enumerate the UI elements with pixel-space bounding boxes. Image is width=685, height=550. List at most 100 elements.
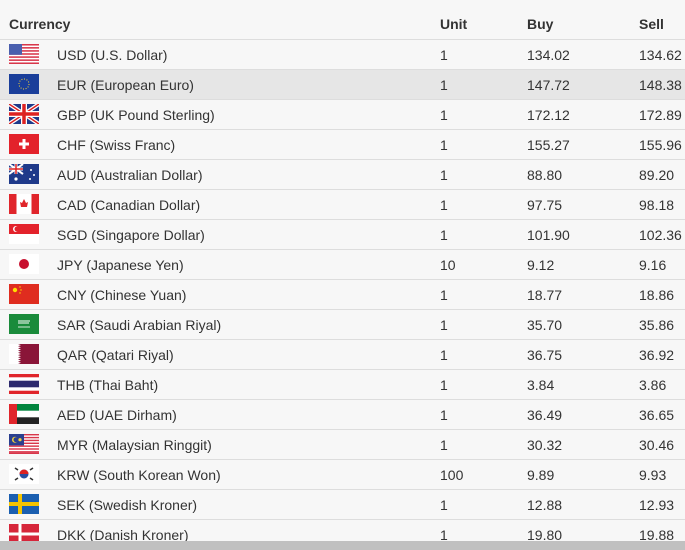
table-row[interactable]: CNY (Chinese Yuan) 1 18.77 18.86 <box>0 280 685 310</box>
currency-name: CNY (Chinese Yuan) <box>57 287 187 303</box>
table-row[interactable]: CAD (Canadian Dollar) 1 97.75 98.18 <box>0 190 685 220</box>
sg-flag-icon <box>9 224 39 244</box>
header-buy: Buy <box>527 16 554 32</box>
currency-name: CAD (Canadian Dollar) <box>57 197 201 213</box>
currency-name: SEK (Swedish Kroner) <box>57 497 198 513</box>
sell-rate: 9.16 <box>639 257 667 273</box>
currency-name: SAR (Saudi Arabian Riyal) <box>57 317 222 333</box>
ae-flag-icon <box>9 404 39 424</box>
buy-rate: 36.49 <box>527 407 563 423</box>
table-row[interactable]: SGD (Singapore Dollar) 1 101.90 102.36 <box>0 220 685 250</box>
table-row[interactable]: MYR (Malaysian Ringgit) 1 30.32 30.46 <box>0 430 685 460</box>
buy-rate: 36.75 <box>527 347 563 363</box>
unit-value: 1 <box>440 77 448 93</box>
sell-rate: 12.93 <box>639 497 675 513</box>
unit-value: 1 <box>440 377 448 393</box>
buy-rate: 155.27 <box>527 137 570 153</box>
buy-rate: 35.70 <box>527 317 563 333</box>
buy-rate: 172.12 <box>527 107 570 123</box>
sell-rate: 30.46 <box>639 437 675 453</box>
currency-name: EUR (European Euro) <box>57 77 194 93</box>
table-row[interactable]: SEK (Swedish Kroner) 1 12.88 12.93 <box>0 490 685 520</box>
unit-value: 1 <box>440 197 448 213</box>
unit-value: 1 <box>440 167 448 183</box>
ch-flag-icon <box>9 134 39 154</box>
buy-rate: 9.89 <box>527 467 555 483</box>
currency-name: AUD (Australian Dollar) <box>57 167 203 183</box>
table-row[interactable]: AUD (Australian Dollar) 1 88.80 89.20 <box>0 160 685 190</box>
sell-rate: 98.18 <box>639 197 675 213</box>
sell-rate: 155.96 <box>639 137 682 153</box>
unit-value: 1 <box>440 497 448 513</box>
kr-flag-icon <box>9 464 39 484</box>
unit-value: 1 <box>440 107 448 123</box>
buy-rate: 12.88 <box>527 497 563 513</box>
table-row[interactable]: GBP (UK Pound Sterling) 1 172.12 172.89 <box>0 100 685 130</box>
sell-rate: 9.93 <box>639 467 667 483</box>
buy-rate: 97.75 <box>527 197 563 213</box>
header-currency: Currency <box>9 16 71 32</box>
buy-rate: 147.72 <box>527 77 570 93</box>
cn-flag-icon <box>9 284 39 304</box>
sell-rate: 18.86 <box>639 287 675 303</box>
sell-rate: 89.20 <box>639 167 675 183</box>
currency-name: MYR (Malaysian Ringgit) <box>57 437 212 453</box>
my-flag-icon <box>9 434 39 454</box>
currency-name: JPY (Japanese Yen) <box>57 257 184 273</box>
unit-value: 1 <box>440 437 448 453</box>
currency-name: CHF (Swiss Franc) <box>57 137 176 153</box>
currency-name: SGD (Singapore Dollar) <box>57 227 205 243</box>
unit-value: 1 <box>440 47 448 63</box>
sell-rate: 36.92 <box>639 347 675 363</box>
sell-rate: 19.88 <box>639 527 675 543</box>
header-unit: Unit <box>440 16 468 32</box>
sell-rate: 102.36 <box>639 227 682 243</box>
currency-name: USD (U.S. Dollar) <box>57 47 168 63</box>
sell-rate: 134.62 <box>639 47 682 63</box>
buy-rate: 19.80 <box>527 527 563 543</box>
unit-value: 100 <box>440 467 464 483</box>
buy-rate: 18.77 <box>527 287 563 303</box>
unit-value: 1 <box>440 347 448 363</box>
currency-name: KRW (South Korean Won) <box>57 467 221 483</box>
table-row[interactable]: QAR (Qatari Riyal) 1 36.75 36.92 <box>0 340 685 370</box>
table-row[interactable]: KRW (South Korean Won) 100 9.89 9.93 <box>0 460 685 490</box>
se-flag-icon <box>9 494 39 514</box>
table-header: Currency Unit Buy Sell <box>0 0 685 40</box>
horizontal-scrollbar[interactable] <box>0 541 685 550</box>
unit-value: 1 <box>440 317 448 333</box>
table-row[interactable]: THB (Thai Baht) 1 3.84 3.86 <box>0 370 685 400</box>
buy-rate: 88.80 <box>527 167 563 183</box>
currency-name: THB (Thai Baht) <box>57 377 159 393</box>
table-row[interactable]: EUR (European Euro) 1 147.72 148.38 <box>0 70 685 100</box>
gb-flag-icon <box>9 104 39 124</box>
sell-rate: 172.89 <box>639 107 682 123</box>
eu-flag-icon <box>9 74 39 94</box>
currency-name: DKK (Danish Kroner) <box>57 527 189 543</box>
buy-rate: 9.12 <box>527 257 555 273</box>
sell-rate: 35.86 <box>639 317 675 333</box>
table-row[interactable]: CHF (Swiss Franc) 1 155.27 155.96 <box>0 130 685 160</box>
buy-rate: 30.32 <box>527 437 563 453</box>
table-row[interactable]: JPY (Japanese Yen) 10 9.12 9.16 <box>0 250 685 280</box>
table-row[interactable]: SAR (Saudi Arabian Riyal) 1 35.70 35.86 <box>0 310 685 340</box>
unit-value: 1 <box>440 287 448 303</box>
qa-flag-icon <box>9 344 39 364</box>
table-row[interactable]: USD (U.S. Dollar) 1 134.02 134.62 <box>0 40 685 70</box>
sa-flag-icon <box>9 314 39 334</box>
table-row[interactable]: AED (UAE Dirham) 1 36.49 36.65 <box>0 400 685 430</box>
header-sell: Sell <box>639 16 664 32</box>
currency-name: QAR (Qatari Riyal) <box>57 347 174 363</box>
au-flag-icon <box>9 164 39 184</box>
sell-rate: 36.65 <box>639 407 675 423</box>
currency-name: GBP (UK Pound Sterling) <box>57 107 215 123</box>
unit-value: 1 <box>440 527 448 543</box>
currency-name: AED (UAE Dirham) <box>57 407 177 423</box>
unit-value: 10 <box>440 257 456 273</box>
buy-rate: 101.90 <box>527 227 570 243</box>
dk-flag-icon <box>9 524 39 544</box>
ca-flag-icon <box>9 194 39 214</box>
jp-flag-icon <box>9 254 39 274</box>
buy-rate: 3.84 <box>527 377 555 393</box>
buy-rate: 134.02 <box>527 47 570 63</box>
